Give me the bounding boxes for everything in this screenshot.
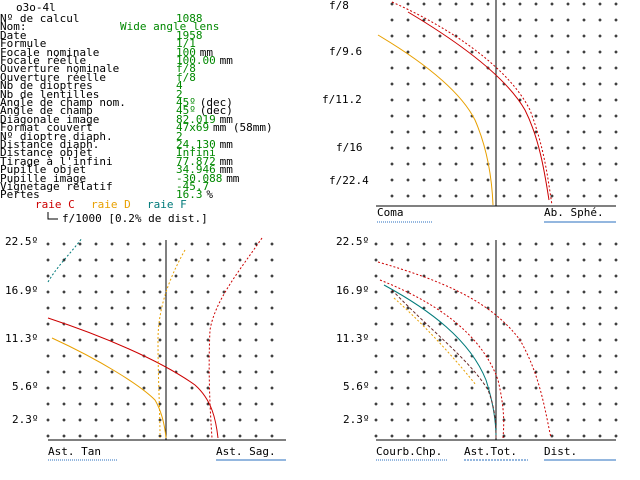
spec-value: 100 [176,45,196,59]
sph-raie-d-line [377,34,494,206]
spherical-label: Ab. Sphé. [544,206,604,219]
ytick-f22-4: f/22.4 [329,174,369,187]
coma-label: Coma [377,206,404,219]
field-raie-d [379,279,505,439]
field-raie-d-yellow [393,297,477,386]
spec-unit: mm [219,154,233,168]
ast-tan-raie-d [51,337,167,439]
spec-value: -45.7 [176,180,210,193]
ast-sag-raie-f [47,237,83,283]
spec-unit: mm [219,54,233,67]
spec-label: Nº de calcul [0,12,80,25]
ytick-br-11-3: 11.3º [336,332,369,345]
ast-sag-label: Ast. Sag. [216,445,276,458]
ast-sag-raie-c [208,237,263,439]
ytick-f8: f/8 [329,0,349,12]
dist-label: Dist. [544,445,577,458]
spec-value: f/8 [176,70,196,84]
spec-value: 47x69 [176,121,210,135]
spec-value: 16.3 [176,188,203,202]
spec-unit: mm [199,45,214,59]
legend-raie-d: raie D [91,198,131,211]
ytick-2-3: 2.3º [12,413,39,426]
scale-note: f/1000 [0.2% de dist.] [62,212,208,225]
ytick-f11-2: f/11.2 [322,93,362,106]
ytick-br-16-9: 16.9º [336,284,369,297]
field-raie-f [383,284,497,439]
ytick-f16: f/16 [336,141,363,154]
spec-value: 82.019 [176,112,216,126]
spec-label: Focale réelle [0,54,87,67]
spec-label: Vignetage relatif [0,180,113,193]
ytick-22-5: 22.5º [5,235,38,248]
spec-value: 2 [176,87,183,101]
spec-unit: mm [219,163,233,177]
ytick-5-6: 5.6º [12,380,39,393]
spec-value: 24.130 [176,138,216,151]
spec-unit: mm [219,112,233,126]
ytick-16-9: 16.9º [5,284,38,297]
ast-tan-label: Ast. Tan [48,445,101,458]
spec-label: Ouverture réelle [0,70,106,84]
spec-label: Nº dioptre diaph. [0,129,113,143]
spec-value: 1958 [176,28,203,42]
ytick-br-2-3: 2.3º [343,413,370,426]
spec-label: Formule [0,37,47,51]
spec-label: Pertes [0,188,40,202]
spec-label: Pupille objet [0,163,87,177]
courb-chp-label: Courb.Chp. [376,445,442,458]
spec-value: 1088 [176,12,203,25]
spec-value: 100.00 [176,54,216,67]
ytick-br-5-6: 5.6º [343,380,370,393]
spec-unit: mm [226,171,240,185]
spec-value: 45º [176,96,196,109]
spec-unit: (dec) [199,104,233,118]
spec-label: Format couvert [0,121,93,135]
ytick-f9-6: f/9.6 [329,45,362,58]
spec-label: Date [0,28,27,42]
spec-unit: (dec) [199,96,233,109]
ytick-11-3: 11.3º [5,332,38,345]
grid-dots [46,2,618,438]
spec-label: Diagonale image [0,112,100,126]
ytick-br-22-5: 22.5º [336,235,369,248]
spec-value: 4 [176,79,183,93]
sph-raie-c-line [407,11,550,201]
spec-label: Nb de lentilles [0,87,100,101]
spec-value: -30.088 [176,171,223,185]
spec-label: Tirage à l'infini [0,154,113,168]
spec-label: Focale nominale [0,45,100,59]
spec-value: Infini [176,146,216,160]
spec-label: Ouverture nominale [0,62,120,76]
ast-sag-raie-d [157,249,186,439]
sph-raie-c-dashed [391,1,553,206]
legend-raie-f: raie F [147,198,187,211]
window-title: o3o-4l [16,1,56,14]
field-raie-c [377,261,552,439]
spec-unit: mm [219,138,233,151]
ast-tan-raie-c [47,317,219,439]
spec-label: Angle de champ nom. [0,96,126,109]
spec-label: Angle de champ [0,104,93,118]
spec-value: 2 [176,129,183,143]
spec-label: Distance objet [0,146,93,160]
spec-label: Distance diaph. [0,138,100,151]
spec-value: 77.872 [176,154,216,168]
spec-unit: mm (58mm) [213,121,273,135]
spec-label: Nb de dioptres [0,79,93,93]
spec-value: Wide angle lens [120,20,220,34]
spec-value: 34.946 [176,163,216,177]
spec-unit: % [206,188,214,202]
spec-value: 1/1 [176,37,196,51]
spec-label: Pupille image [0,171,87,185]
ast-tot-label: Ast.Tot. [464,445,517,458]
spec-value: 45º [176,104,196,118]
spec-label: Nom: [0,20,27,34]
scale-bar-icon [47,212,58,220]
legend-raie-c: raie C [35,198,75,211]
field-dist-dark [391,289,497,439]
spec-value: f/8 [176,62,196,76]
